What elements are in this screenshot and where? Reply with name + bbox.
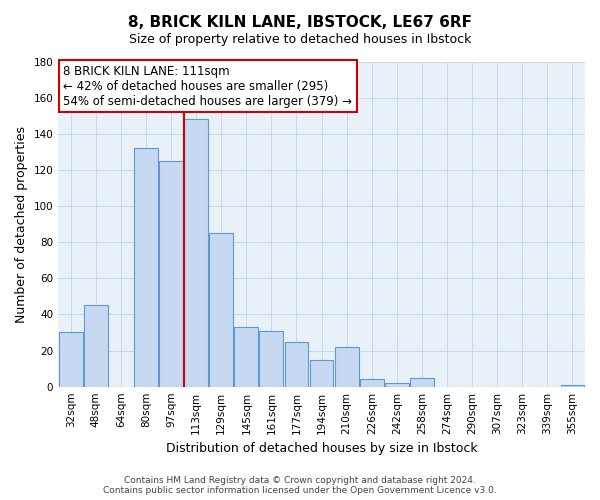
Text: Contains HM Land Registry data © Crown copyright and database right 2024.
Contai: Contains HM Land Registry data © Crown c… <box>103 476 497 495</box>
Bar <box>560 385 584 386</box>
Text: 8 BRICK KILN LANE: 111sqm
← 42% of detached houses are smaller (295)
54% of semi: 8 BRICK KILN LANE: 111sqm ← 42% of detac… <box>64 65 352 108</box>
Y-axis label: Number of detached properties: Number of detached properties <box>15 126 28 322</box>
Bar <box>209 233 233 386</box>
Bar <box>134 148 158 386</box>
Bar <box>259 330 283 386</box>
Bar <box>385 383 409 386</box>
Bar <box>235 327 258 386</box>
Text: 8, BRICK KILN LANE, IBSTOCK, LE67 6RF: 8, BRICK KILN LANE, IBSTOCK, LE67 6RF <box>128 15 472 30</box>
Bar <box>284 342 308 386</box>
Bar <box>184 120 208 386</box>
Text: Size of property relative to detached houses in Ibstock: Size of property relative to detached ho… <box>129 32 471 46</box>
Bar <box>360 380 383 386</box>
Bar <box>59 332 83 386</box>
Bar <box>335 347 359 387</box>
Bar <box>84 306 108 386</box>
X-axis label: Distribution of detached houses by size in Ibstock: Distribution of detached houses by size … <box>166 442 478 455</box>
Bar <box>310 360 334 386</box>
Bar <box>159 161 183 386</box>
Bar <box>410 378 434 386</box>
